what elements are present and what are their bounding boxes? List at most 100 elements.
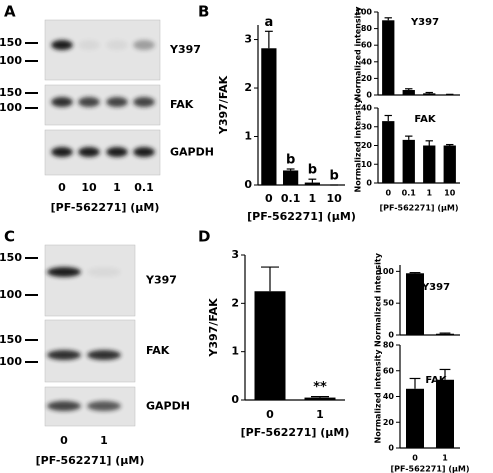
y-tick-label: 20 bbox=[361, 74, 373, 83]
y-tick-label: 1 bbox=[231, 345, 239, 358]
y-axis-label: Normalized intensity bbox=[354, 6, 363, 101]
y-axis-label: Normalized intensity bbox=[374, 349, 383, 444]
panel-label: C bbox=[4, 228, 15, 246]
y-tick-label: 2 bbox=[244, 81, 252, 94]
y-tick-label: 0 bbox=[388, 331, 394, 340]
bar bbox=[283, 170, 299, 185]
y-tick-label: 50 bbox=[383, 299, 395, 308]
blot-band bbox=[87, 350, 121, 360]
blot-band bbox=[133, 147, 155, 157]
blot-band bbox=[78, 40, 100, 50]
blot-band bbox=[47, 267, 81, 277]
annotation: b bbox=[329, 169, 338, 184]
bar bbox=[304, 397, 336, 400]
annotation: ** bbox=[313, 380, 327, 395]
lane-label: 0 bbox=[58, 181, 66, 194]
x-tick-label: 1 bbox=[442, 454, 448, 463]
y-tick-label: 0 bbox=[366, 179, 372, 188]
x-axis-label: [PF-562271] (μM) bbox=[379, 204, 458, 213]
blot-band bbox=[47, 401, 81, 411]
lane-label: 1 bbox=[100, 434, 108, 447]
marker-label: 100 bbox=[0, 54, 22, 67]
y-axis-label: Y397/FAK bbox=[207, 298, 220, 358]
y-tick-label: 0 bbox=[244, 178, 252, 191]
y-axis-label: Y397/FAK bbox=[217, 75, 230, 135]
band-label: Y397 bbox=[145, 274, 177, 287]
bar bbox=[423, 93, 436, 95]
lane-label: 1 bbox=[113, 181, 121, 194]
blot-band bbox=[51, 97, 73, 107]
x-axis-label: [PF-562271] (μM) bbox=[247, 210, 356, 223]
y-tick-label: 30 bbox=[361, 122, 373, 131]
annotation: a bbox=[264, 15, 273, 30]
bar bbox=[261, 48, 277, 185]
marker-label: 150 bbox=[0, 333, 22, 346]
x-axis-label: [PF-562271] (μM) bbox=[36, 454, 145, 467]
bar bbox=[406, 273, 424, 335]
blot-band bbox=[78, 147, 100, 157]
x-tick-label: 0.1 bbox=[402, 189, 417, 198]
bar bbox=[402, 90, 415, 95]
x-axis-label: [PF-562271] (μM) bbox=[241, 426, 350, 439]
blot-band bbox=[47, 350, 81, 360]
y-tick-label: 100 bbox=[377, 267, 394, 276]
y-tick-label: 60 bbox=[383, 366, 395, 375]
bar bbox=[402, 139, 415, 183]
panel-label: A bbox=[4, 3, 16, 21]
blot-band bbox=[133, 40, 155, 50]
blot-band bbox=[133, 97, 155, 107]
bar bbox=[423, 145, 436, 183]
band-label: FAK bbox=[146, 344, 170, 357]
marker-label: 100 bbox=[0, 101, 22, 114]
x-tick-label: 10 bbox=[444, 189, 456, 198]
blot-band bbox=[106, 40, 128, 50]
blot-band bbox=[51, 147, 73, 157]
chart-title: Y397 bbox=[421, 282, 450, 293]
bar bbox=[443, 145, 456, 183]
y-tick-label: 80 bbox=[383, 341, 395, 350]
y-tick-label: 100 bbox=[355, 8, 372, 17]
blot-strip bbox=[44, 244, 136, 317]
x-tick-label: 0 bbox=[412, 454, 418, 463]
lane-label: 10 bbox=[81, 181, 97, 194]
y-tick-label: 40 bbox=[361, 104, 373, 113]
y-tick-label: 40 bbox=[361, 57, 373, 66]
x-axis-label: [PF-562271] (μM) bbox=[390, 465, 469, 473]
y-tick-label: 10 bbox=[361, 160, 373, 169]
blot-band bbox=[78, 97, 100, 107]
bar bbox=[436, 379, 454, 448]
annotation: b bbox=[308, 163, 317, 178]
y-axis-label: Normalized intensity bbox=[374, 252, 383, 347]
x-axis-label: [PF-562271] (μM) bbox=[51, 201, 160, 214]
lane-label: 0 bbox=[60, 434, 68, 447]
chart-title: FAK bbox=[414, 114, 436, 125]
y-tick-label: 2 bbox=[231, 296, 239, 309]
marker-label: 100 bbox=[0, 355, 22, 368]
y-tick-label: 0 bbox=[231, 393, 239, 406]
bar bbox=[382, 20, 395, 95]
bar bbox=[406, 388, 424, 448]
x-tick-label: 0.1 bbox=[281, 192, 301, 205]
x-tick-label: 1 bbox=[309, 192, 317, 205]
lane-label: 0.1 bbox=[134, 181, 154, 194]
blot-band bbox=[106, 97, 128, 107]
x-tick-label: 1 bbox=[426, 189, 432, 198]
panel-label: B bbox=[198, 3, 209, 21]
panel-label: D bbox=[198, 228, 210, 246]
y-tick-label: 40 bbox=[383, 392, 395, 401]
y-tick-label: 80 bbox=[361, 24, 373, 33]
y-axis-label: Normalized intensity bbox=[354, 98, 363, 193]
y-tick-label: 0 bbox=[366, 91, 372, 100]
blot-band bbox=[106, 147, 128, 157]
blot-band bbox=[51, 40, 73, 50]
marker-label: 150 bbox=[0, 251, 22, 264]
marker-label: 150 bbox=[0, 86, 22, 99]
y-tick-label: 20 bbox=[361, 141, 373, 150]
x-tick-label: 0 bbox=[266, 408, 274, 421]
band-label: GAPDH bbox=[146, 400, 190, 413]
bar bbox=[254, 291, 286, 400]
band-label: FAK bbox=[170, 98, 194, 111]
bar bbox=[382, 121, 395, 183]
